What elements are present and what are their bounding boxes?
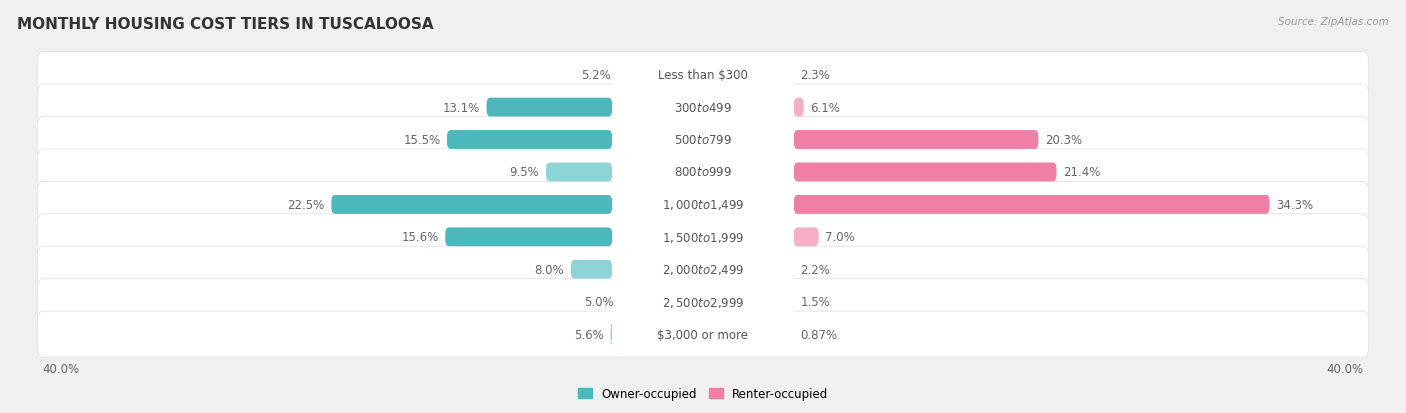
Text: $300 to $499: $300 to $499 xyxy=(673,101,733,114)
FancyBboxPatch shape xyxy=(37,150,1369,195)
Text: $3,000 or more: $3,000 or more xyxy=(658,328,748,341)
FancyBboxPatch shape xyxy=(794,228,818,247)
Text: 22.5%: 22.5% xyxy=(287,198,325,211)
FancyBboxPatch shape xyxy=(612,287,794,317)
Text: 21.4%: 21.4% xyxy=(1063,166,1101,179)
Text: 8.0%: 8.0% xyxy=(534,263,564,276)
FancyBboxPatch shape xyxy=(612,93,794,123)
Legend: Owner-occupied, Renter-occupied: Owner-occupied, Renter-occupied xyxy=(572,382,834,405)
FancyBboxPatch shape xyxy=(37,311,1369,357)
Text: 15.5%: 15.5% xyxy=(404,134,440,147)
Text: 15.6%: 15.6% xyxy=(402,231,439,244)
FancyBboxPatch shape xyxy=(37,279,1369,325)
FancyBboxPatch shape xyxy=(794,131,1039,150)
Text: 2.3%: 2.3% xyxy=(800,69,830,82)
Text: $2,000 to $2,499: $2,000 to $2,499 xyxy=(662,263,744,277)
Text: 20.3%: 20.3% xyxy=(1045,134,1083,147)
Text: 5.2%: 5.2% xyxy=(581,69,610,82)
FancyBboxPatch shape xyxy=(612,319,794,349)
Text: 2.2%: 2.2% xyxy=(800,263,831,276)
FancyBboxPatch shape xyxy=(612,60,794,91)
Text: 40.0%: 40.0% xyxy=(42,362,79,375)
Text: $1,500 to $1,999: $1,500 to $1,999 xyxy=(662,230,744,244)
Text: MONTHLY HOUSING COST TIERS IN TUSCALOOSA: MONTHLY HOUSING COST TIERS IN TUSCALOOSA xyxy=(17,17,433,31)
Text: 40.0%: 40.0% xyxy=(1327,362,1364,375)
FancyBboxPatch shape xyxy=(612,190,794,220)
FancyBboxPatch shape xyxy=(37,182,1369,228)
FancyBboxPatch shape xyxy=(37,85,1369,131)
Text: Less than $300: Less than $300 xyxy=(658,69,748,82)
FancyBboxPatch shape xyxy=(446,228,612,247)
Text: 6.1%: 6.1% xyxy=(810,101,841,114)
FancyBboxPatch shape xyxy=(37,117,1369,163)
FancyBboxPatch shape xyxy=(571,260,612,279)
FancyBboxPatch shape xyxy=(37,52,1369,98)
Text: $2,500 to $2,999: $2,500 to $2,999 xyxy=(662,295,744,309)
Text: $500 to $799: $500 to $799 xyxy=(673,134,733,147)
FancyBboxPatch shape xyxy=(612,254,794,285)
FancyBboxPatch shape xyxy=(612,125,794,155)
FancyBboxPatch shape xyxy=(794,195,1270,214)
FancyBboxPatch shape xyxy=(612,157,794,188)
FancyBboxPatch shape xyxy=(609,325,614,344)
Text: $1,000 to $1,499: $1,000 to $1,499 xyxy=(662,198,744,212)
Text: $800 to $999: $800 to $999 xyxy=(673,166,733,179)
Text: 7.0%: 7.0% xyxy=(825,231,855,244)
FancyBboxPatch shape xyxy=(37,214,1369,260)
FancyBboxPatch shape xyxy=(612,222,794,252)
FancyBboxPatch shape xyxy=(794,163,1056,182)
FancyBboxPatch shape xyxy=(486,98,612,117)
Text: 1.5%: 1.5% xyxy=(800,295,830,309)
FancyBboxPatch shape xyxy=(794,98,804,117)
Text: Source: ZipAtlas.com: Source: ZipAtlas.com xyxy=(1278,17,1389,26)
FancyBboxPatch shape xyxy=(447,131,612,150)
Text: 5.6%: 5.6% xyxy=(574,328,605,341)
Text: 5.0%: 5.0% xyxy=(583,295,614,309)
FancyBboxPatch shape xyxy=(332,195,612,214)
Text: 34.3%: 34.3% xyxy=(1277,198,1313,211)
Text: 0.87%: 0.87% xyxy=(800,328,838,341)
FancyBboxPatch shape xyxy=(37,247,1369,292)
Text: 9.5%: 9.5% xyxy=(510,166,540,179)
Text: 13.1%: 13.1% xyxy=(443,101,479,114)
FancyBboxPatch shape xyxy=(546,163,612,182)
